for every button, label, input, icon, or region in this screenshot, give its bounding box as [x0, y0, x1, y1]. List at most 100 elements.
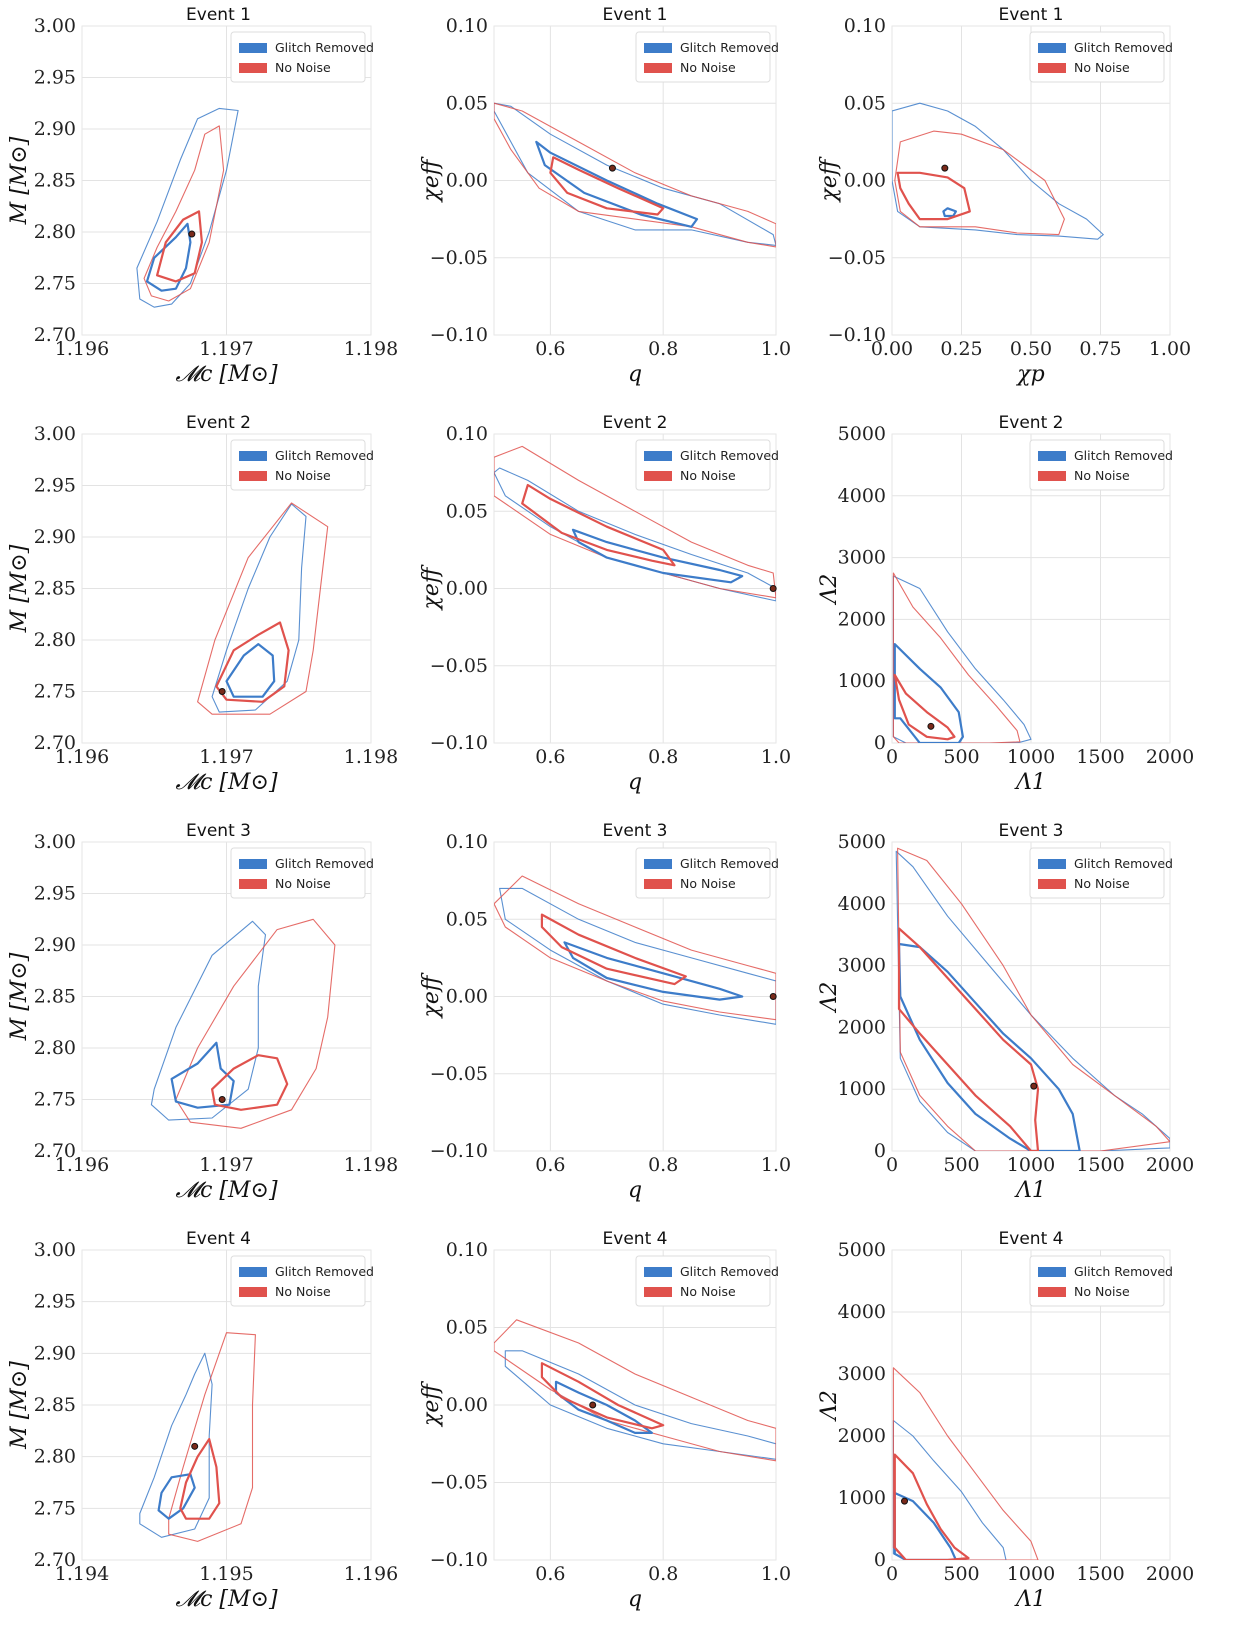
x-tick-label: 500	[943, 1563, 979, 1585]
glitch-removed-outer-contour	[211, 503, 307, 713]
glitch-removed-outer-contour	[504, 1350, 776, 1460]
subplot-11: 0.6 0.8 1.0 −0.10 −0.05 0.00 0.05 0.10 Event 4 q χ…	[419, 1229, 791, 1612]
subplot-3: 0.00 0.25 0.50 0.75 1.00 −0.10 −0.05 0.00 0.05 0.…	[817, 5, 1191, 387]
x-axis-label: χp	[1015, 362, 1044, 387]
y-tick-label: −0.10	[430, 732, 488, 754]
legend-swatch	[239, 859, 267, 869]
y-axis-label: χeff	[419, 972, 444, 1019]
subplot-title: Event 2	[603, 413, 668, 433]
y-tick-label: 2000	[838, 1425, 886, 1447]
y-axis-label: χeff	[419, 1381, 444, 1428]
subplot-title: Event 1	[999, 5, 1064, 25]
x-axis-label: q	[628, 770, 642, 795]
subplot-title: Event 4	[186, 1229, 251, 1249]
legend: Glitch Removed No Noise	[230, 1255, 374, 1307]
legend-swatch	[644, 859, 672, 869]
legend-label: No Noise	[275, 60, 331, 75]
injection-marker	[188, 230, 196, 238]
legend: Glitch Removed No Noise	[1029, 31, 1173, 83]
glitch-removed-outer-contour	[892, 1419, 1007, 1560]
y-axis-label: M [M⊙]	[7, 1361, 32, 1450]
plot-frame	[81, 433, 372, 744]
x-tick-label: 1.198	[344, 746, 398, 768]
x-tick-label: 1.194	[55, 1563, 109, 1585]
y-tick-label: −0.10	[828, 324, 886, 346]
legend: Glitch Removed No Noise	[635, 1255, 779, 1307]
no-noise-inner-contour	[893, 1453, 970, 1560]
y-tick-label: −0.05	[430, 1472, 488, 1494]
y-tick-label: 1000	[838, 1487, 886, 1509]
injection-marker	[927, 722, 935, 730]
y-tick-label: 0.10	[446, 423, 488, 445]
x-tick-label: 1.196	[55, 1154, 109, 1176]
subplot-1: 1.196 1.197 1.198 2.70 2.75 2.80 2.85 2.90 2.95 3…	[7, 5, 398, 387]
x-tick-label: 2000	[1146, 1563, 1194, 1585]
y-tick-label: 3.00	[34, 831, 76, 853]
glitch-removed-inner-contour	[893, 643, 964, 743]
no-noise-inner-contour	[156, 210, 203, 283]
y-axis-label: Λ2	[817, 574, 842, 606]
y-tick-label: 4000	[838, 485, 886, 507]
legend-label: No Noise	[1074, 1284, 1130, 1299]
y-tick-label: 0.10	[446, 831, 488, 853]
no-noise-inner-contour	[897, 927, 1040, 1151]
x-tick-label: 1500	[1076, 746, 1124, 768]
no-noise-inner-contour	[540, 1362, 665, 1430]
plot-frame	[493, 25, 777, 336]
x-tick-label: 1.0	[761, 1563, 791, 1585]
plot-frame	[81, 25, 372, 336]
glitch-removed-inner-contour	[893, 1491, 957, 1560]
y-axis-label: Λ2	[817, 1390, 842, 1422]
legend: Glitch Removed No Noise	[635, 439, 779, 491]
no-noise-outer-contour	[175, 918, 336, 1129]
legend-label: Glitch Removed	[275, 40, 374, 55]
y-axis-label: χeff	[817, 156, 842, 203]
x-tick-label: 0	[886, 746, 898, 768]
x-tick-label: 1000	[1007, 1563, 1055, 1585]
no-noise-outer-contour	[197, 502, 329, 715]
subplot-10: 1.194 1.195 1.196 2.70 2.75 2.80 2.85 2.90 2.95 3…	[7, 1229, 398, 1612]
x-tick-label: 1000	[1007, 746, 1055, 768]
legend-label: Glitch Removed	[680, 448, 779, 463]
y-tick-label: 2.95	[34, 1291, 76, 1313]
legend-label: Glitch Removed	[680, 1264, 779, 1279]
y-tick-label: 0.10	[844, 15, 886, 37]
no-noise-outer-contour	[494, 1319, 776, 1462]
y-tick-label: 2.90	[34, 934, 76, 956]
legend-swatch	[644, 451, 672, 461]
x-tick-label: 1.0	[761, 338, 791, 360]
y-axis-label: M [M⊙]	[7, 952, 32, 1041]
y-tick-label: −0.05	[430, 655, 488, 677]
legend: Glitch Removed No Noise	[635, 847, 779, 899]
legend-label: Glitch Removed	[680, 40, 779, 55]
no-noise-outer-contour	[494, 102, 776, 248]
y-tick-label: 0	[874, 1549, 886, 1571]
legend-label: Glitch Removed	[1074, 40, 1173, 55]
y-tick-label: 2.95	[34, 67, 76, 89]
y-tick-label: 0.00	[446, 578, 488, 600]
x-tick-label: 1.197	[199, 1154, 253, 1176]
y-tick-label: 0.05	[446, 908, 488, 930]
x-tick-label: 1.0	[761, 1154, 791, 1176]
y-tick-label: 0.05	[446, 500, 488, 522]
plot-frame	[493, 1249, 777, 1561]
y-tick-label: 2.75	[34, 1497, 76, 1519]
legend-swatch	[239, 1287, 267, 1297]
y-axis-label: M [M⊙]	[7, 544, 32, 633]
x-axis-label: Λ1	[1014, 770, 1046, 795]
y-tick-label: −0.10	[430, 1549, 488, 1571]
y-tick-label: 2.80	[34, 221, 76, 243]
y-tick-label: 0	[874, 732, 886, 754]
glitch-removed-outer-contour	[494, 467, 776, 602]
y-tick-label: 0.05	[844, 92, 886, 114]
x-tick-label: 0.50	[1010, 338, 1052, 360]
no-noise-inner-contour	[896, 171, 971, 221]
no-noise-outer-contour	[168, 1332, 256, 1542]
x-axis-label: q	[628, 1178, 642, 1203]
legend: Glitch Removed No Noise	[635, 31, 779, 83]
x-axis-label: q	[628, 1587, 642, 1612]
x-tick-label: 0.8	[648, 746, 678, 768]
subplot-title: Event 1	[603, 5, 668, 25]
legend-swatch	[644, 1267, 672, 1277]
y-tick-label: 0.05	[446, 92, 488, 114]
